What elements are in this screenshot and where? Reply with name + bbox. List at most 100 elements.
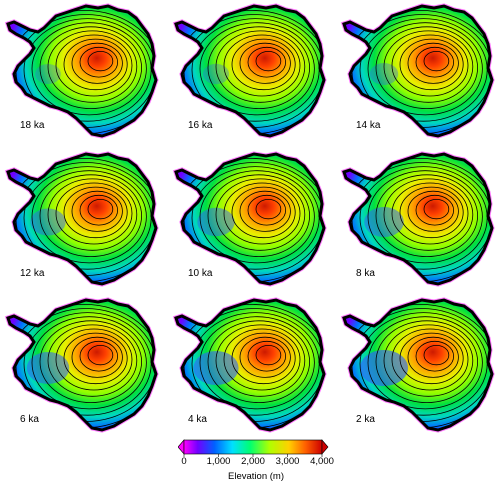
- ice-sheet-elevation: [342, 4, 494, 138]
- contour-line: [255, 344, 282, 366]
- contour-line: [71, 190, 123, 232]
- west-antarctic-low-region: [360, 350, 408, 386]
- map-panel: 4 ka: [170, 296, 338, 440]
- contour-line: [247, 46, 286, 78]
- panel-age-label: 4 ka: [188, 414, 207, 425]
- colorbar-max-extend-arrow: [321, 439, 329, 455]
- contour-line: [367, 22, 483, 116]
- ice-sheet-map: [170, 296, 338, 440]
- contour-line: [367, 170, 483, 264]
- ice-sheet-elevation: [174, 4, 326, 138]
- contour-line: [239, 190, 291, 232]
- colorbar: 0 1,000 2,000 3,000 4,000 Elevation (m): [177, 437, 334, 485]
- map-panel: 8 ka: [338, 150, 504, 294]
- panel-age-label: 2 ka: [356, 414, 375, 425]
- contour-line: [207, 320, 311, 403]
- contour-line: [239, 336, 291, 378]
- contour-line: [351, 14, 492, 128]
- contour-line: [359, 312, 488, 416]
- contour-line: [231, 38, 296, 91]
- west-antarctic-low-region: [197, 207, 235, 237]
- contour-line: [15, 14, 156, 128]
- contour-line: [87, 344, 114, 366]
- contour-line: [87, 50, 114, 72]
- ice-sheet-map: [170, 2, 338, 146]
- contour-line: [207, 174, 311, 257]
- panel-age-label: 8 ka: [356, 268, 375, 279]
- contour-line: [223, 34, 301, 97]
- ice-sheet-elevation: [6, 152, 158, 286]
- contour-line: [391, 328, 469, 391]
- west-antarctic-low-region: [26, 352, 70, 384]
- contour-line: [47, 324, 138, 397]
- west-antarctic-low-region: [364, 207, 404, 237]
- contour-line: [191, 18, 320, 122]
- west-antarctic-low-region: [30, 208, 66, 236]
- contour-line: [255, 198, 282, 220]
- panel-age-label: 16 ka: [188, 120, 213, 131]
- contour-line: [23, 312, 152, 416]
- contour-line: [423, 198, 450, 220]
- colorbar-gradient: [183, 439, 323, 455]
- contour-line: [359, 166, 488, 270]
- contour-line: [23, 18, 152, 122]
- contour-line: [415, 340, 454, 372]
- contour-line: [247, 194, 286, 226]
- contour-line: [223, 182, 301, 245]
- contour-line: [399, 332, 464, 385]
- contour-line: [375, 320, 479, 403]
- contour-line: [231, 186, 296, 239]
- contour-line: [39, 26, 143, 109]
- contour-line: [407, 336, 459, 378]
- contour-line: [55, 182, 133, 245]
- contour-line: [383, 178, 474, 251]
- contour-line: [15, 308, 156, 422]
- contour-line: [39, 320, 143, 403]
- colorbar-tick-label: 0: [181, 456, 187, 467]
- colorbar-tick-label: 2,000: [241, 456, 265, 467]
- ice-sheet-map: [338, 150, 504, 294]
- colorbar-title: Elevation (m): [228, 471, 284, 482]
- contour-line: [407, 42, 459, 84]
- contour-line: [31, 22, 147, 116]
- contour-line: [79, 340, 118, 372]
- contour-line: [71, 336, 123, 378]
- contour-line: [423, 50, 450, 72]
- ice-sheet-map: [2, 150, 170, 294]
- contour-line: [375, 26, 479, 109]
- ice-sheet-map: [170, 150, 338, 294]
- contour-line: [223, 328, 301, 391]
- contour-line: [391, 34, 469, 97]
- panel-age-label: 6 ka: [20, 414, 39, 425]
- map-panel: 18 ka: [2, 2, 170, 146]
- contour-line: [351, 162, 492, 276]
- colorbar-tick-label: 4,000: [310, 456, 334, 467]
- contour-line: [375, 174, 479, 257]
- contour-line: [23, 166, 152, 270]
- contour-line: [415, 46, 454, 78]
- contour-line: [215, 30, 306, 103]
- contour-line: [63, 186, 128, 239]
- colorbar-ramp: [177, 439, 329, 457]
- map-panel: 12 ka: [2, 150, 170, 294]
- contour-line: [399, 186, 464, 239]
- map-panel: 2 ka: [338, 296, 504, 440]
- map-panel: 6 ka: [2, 296, 170, 440]
- contour-line: [239, 42, 291, 84]
- contour-line: [231, 332, 296, 385]
- contour-line: [199, 316, 315, 410]
- contour-line: [351, 308, 492, 422]
- contour-line: [199, 170, 315, 264]
- contour-line: [63, 332, 128, 385]
- contour-line: [247, 340, 286, 372]
- contour-line: [215, 324, 306, 397]
- contour-line: [399, 38, 464, 91]
- contour-line: [407, 190, 459, 232]
- contour-line: [207, 26, 311, 109]
- ice-sheet-map: [338, 296, 504, 440]
- contour-line: [391, 182, 469, 245]
- contour-line: [79, 194, 118, 226]
- elevation-contours: [8, 303, 156, 429]
- contour-line: [183, 308, 324, 422]
- contour-line: [47, 178, 138, 251]
